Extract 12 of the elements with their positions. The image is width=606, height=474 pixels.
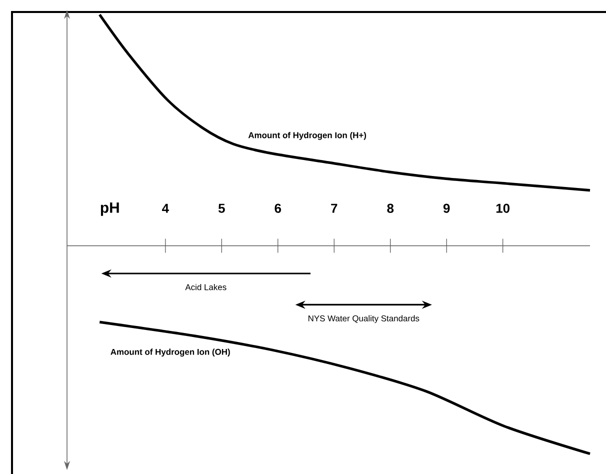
x-tick-label: 6 <box>274 204 282 213</box>
x-tick-label: 7 <box>331 204 338 213</box>
x-tick-label: 5 <box>218 204 225 213</box>
annotation: NYS Water Quality Standards <box>308 315 420 324</box>
annotation: Acid Lakes <box>185 284 226 290</box>
series-label: Amount of Hydrogen Ion (H+) <box>248 132 366 140</box>
x-tick-label: 9 <box>443 204 450 213</box>
x-tick-label: 8 <box>387 204 394 213</box>
x-axis-title: pH <box>100 202 119 216</box>
series-label: Amount of Hydrogen Ion (OH) <box>110 348 230 357</box>
x-tick-label: 10 <box>496 204 510 213</box>
x-tick-label: 4 <box>162 204 169 213</box>
